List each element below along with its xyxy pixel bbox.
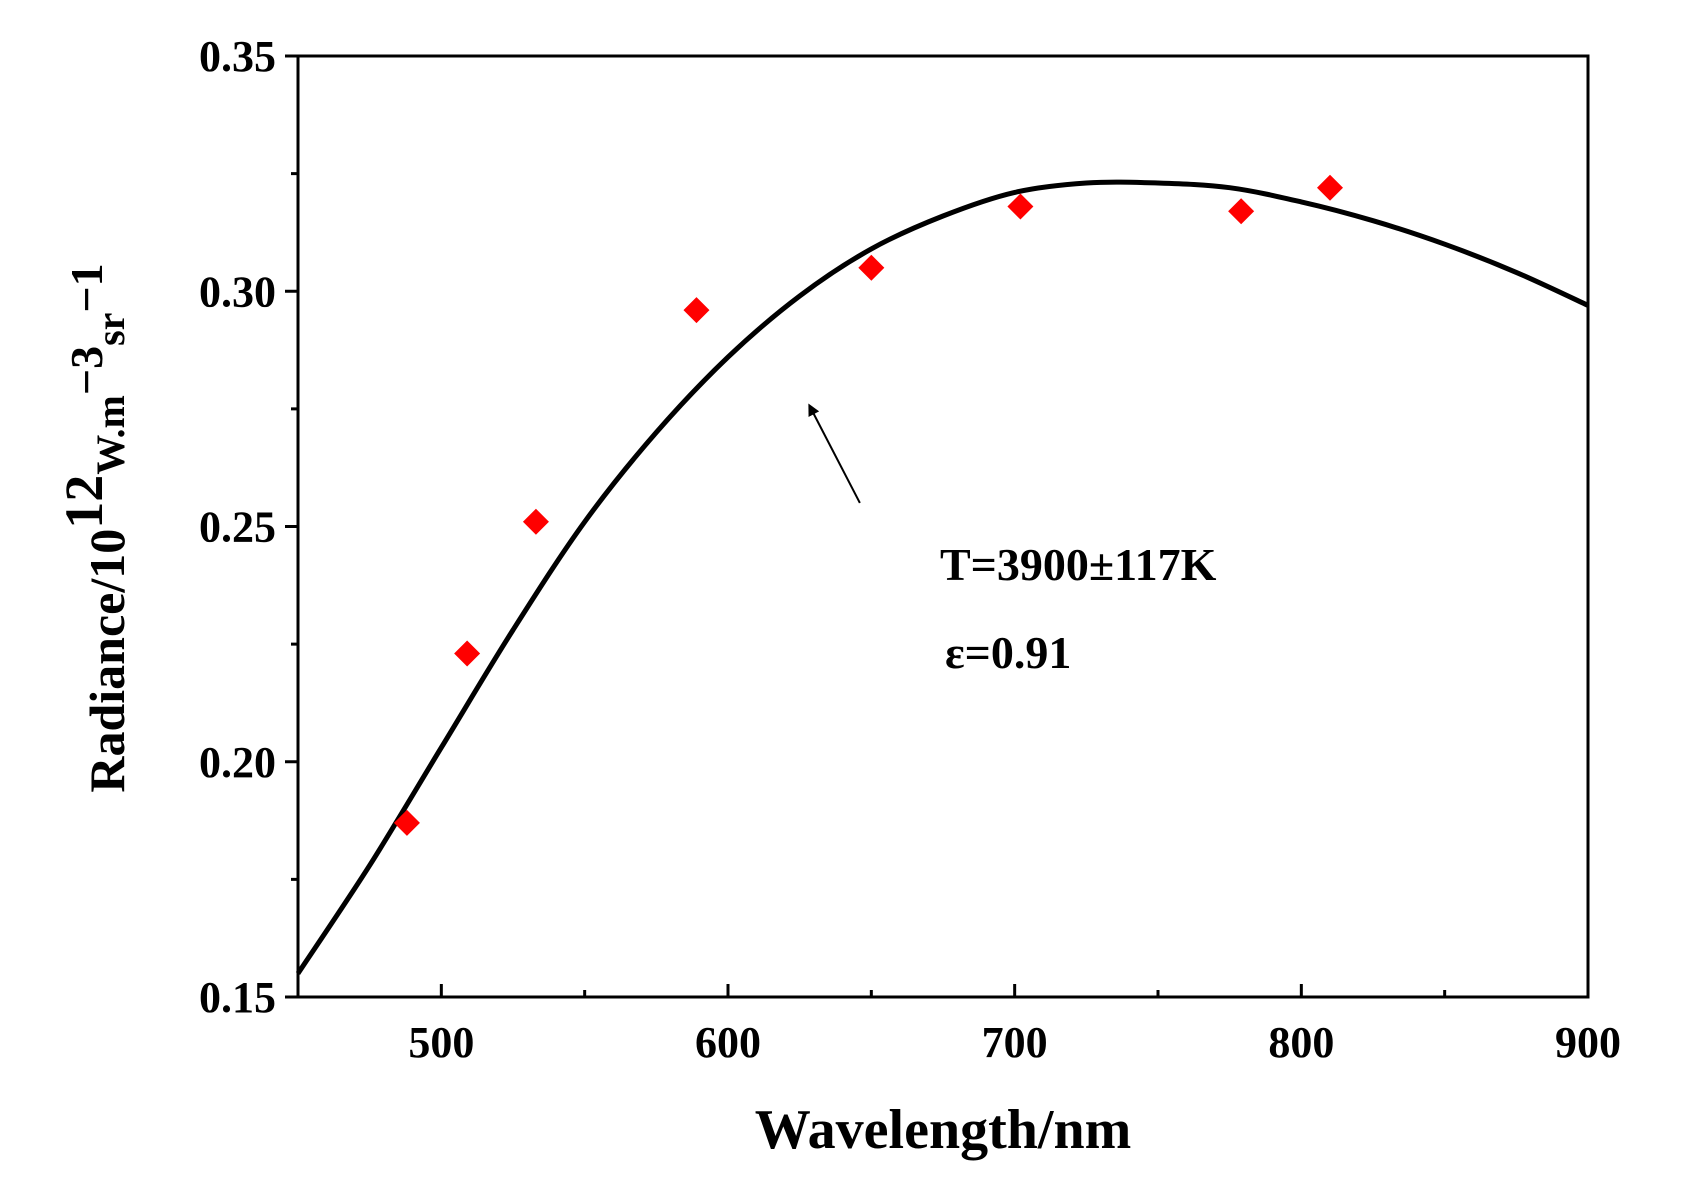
data-point [454,640,481,667]
y-label-unit1: W.m [88,395,133,475]
data-point [1228,198,1255,225]
axis-tick-labels: 500 600 700 800 900 0.15 0.20 0.25 0.30 0.35 [199,32,1621,1067]
x-tick-label: 900 [1555,1018,1621,1067]
y-label-unit2: sr [88,313,133,346]
annotation-arrow [808,403,861,504]
data-point [393,809,420,836]
data-point [1317,174,1343,201]
axis-ticks [285,54,1590,999]
y-tick-label: 0.15 [199,973,276,1022]
data-points [393,174,1343,836]
y-label-exp1: 12 [54,475,114,529]
x-tick-label: 500 [408,1018,474,1067]
x-tick-label: 800 [1268,1018,1334,1067]
plot-frame [296,54,1590,999]
data-point [858,254,885,281]
y-tick-label: 0.25 [199,503,276,552]
data-point [522,508,549,535]
x-tick-label: 700 [982,1018,1048,1067]
temperature-annotation: T=3900±117K [940,539,1217,590]
y-label-exp2: −3 [61,346,112,395]
y-label-exp3: −1 [61,263,112,312]
y-axis-title: Radiance/1012W.m−3sr−1 [54,263,135,792]
y-tick-label: 0.20 [199,738,276,787]
emissivity-annotation: ε=0.91 [945,627,1071,678]
fit-curve [295,179,1590,975]
y-tick-label: 0.30 [199,267,276,316]
y-tick-label: 0.35 [199,32,276,81]
y-label-base: Radiance/10 [79,529,135,793]
x-tick-label: 600 [695,1018,761,1067]
x-axis-title: Wavelength/nm [755,1099,1131,1161]
data-point [1007,193,1034,220]
data-point [683,297,710,324]
